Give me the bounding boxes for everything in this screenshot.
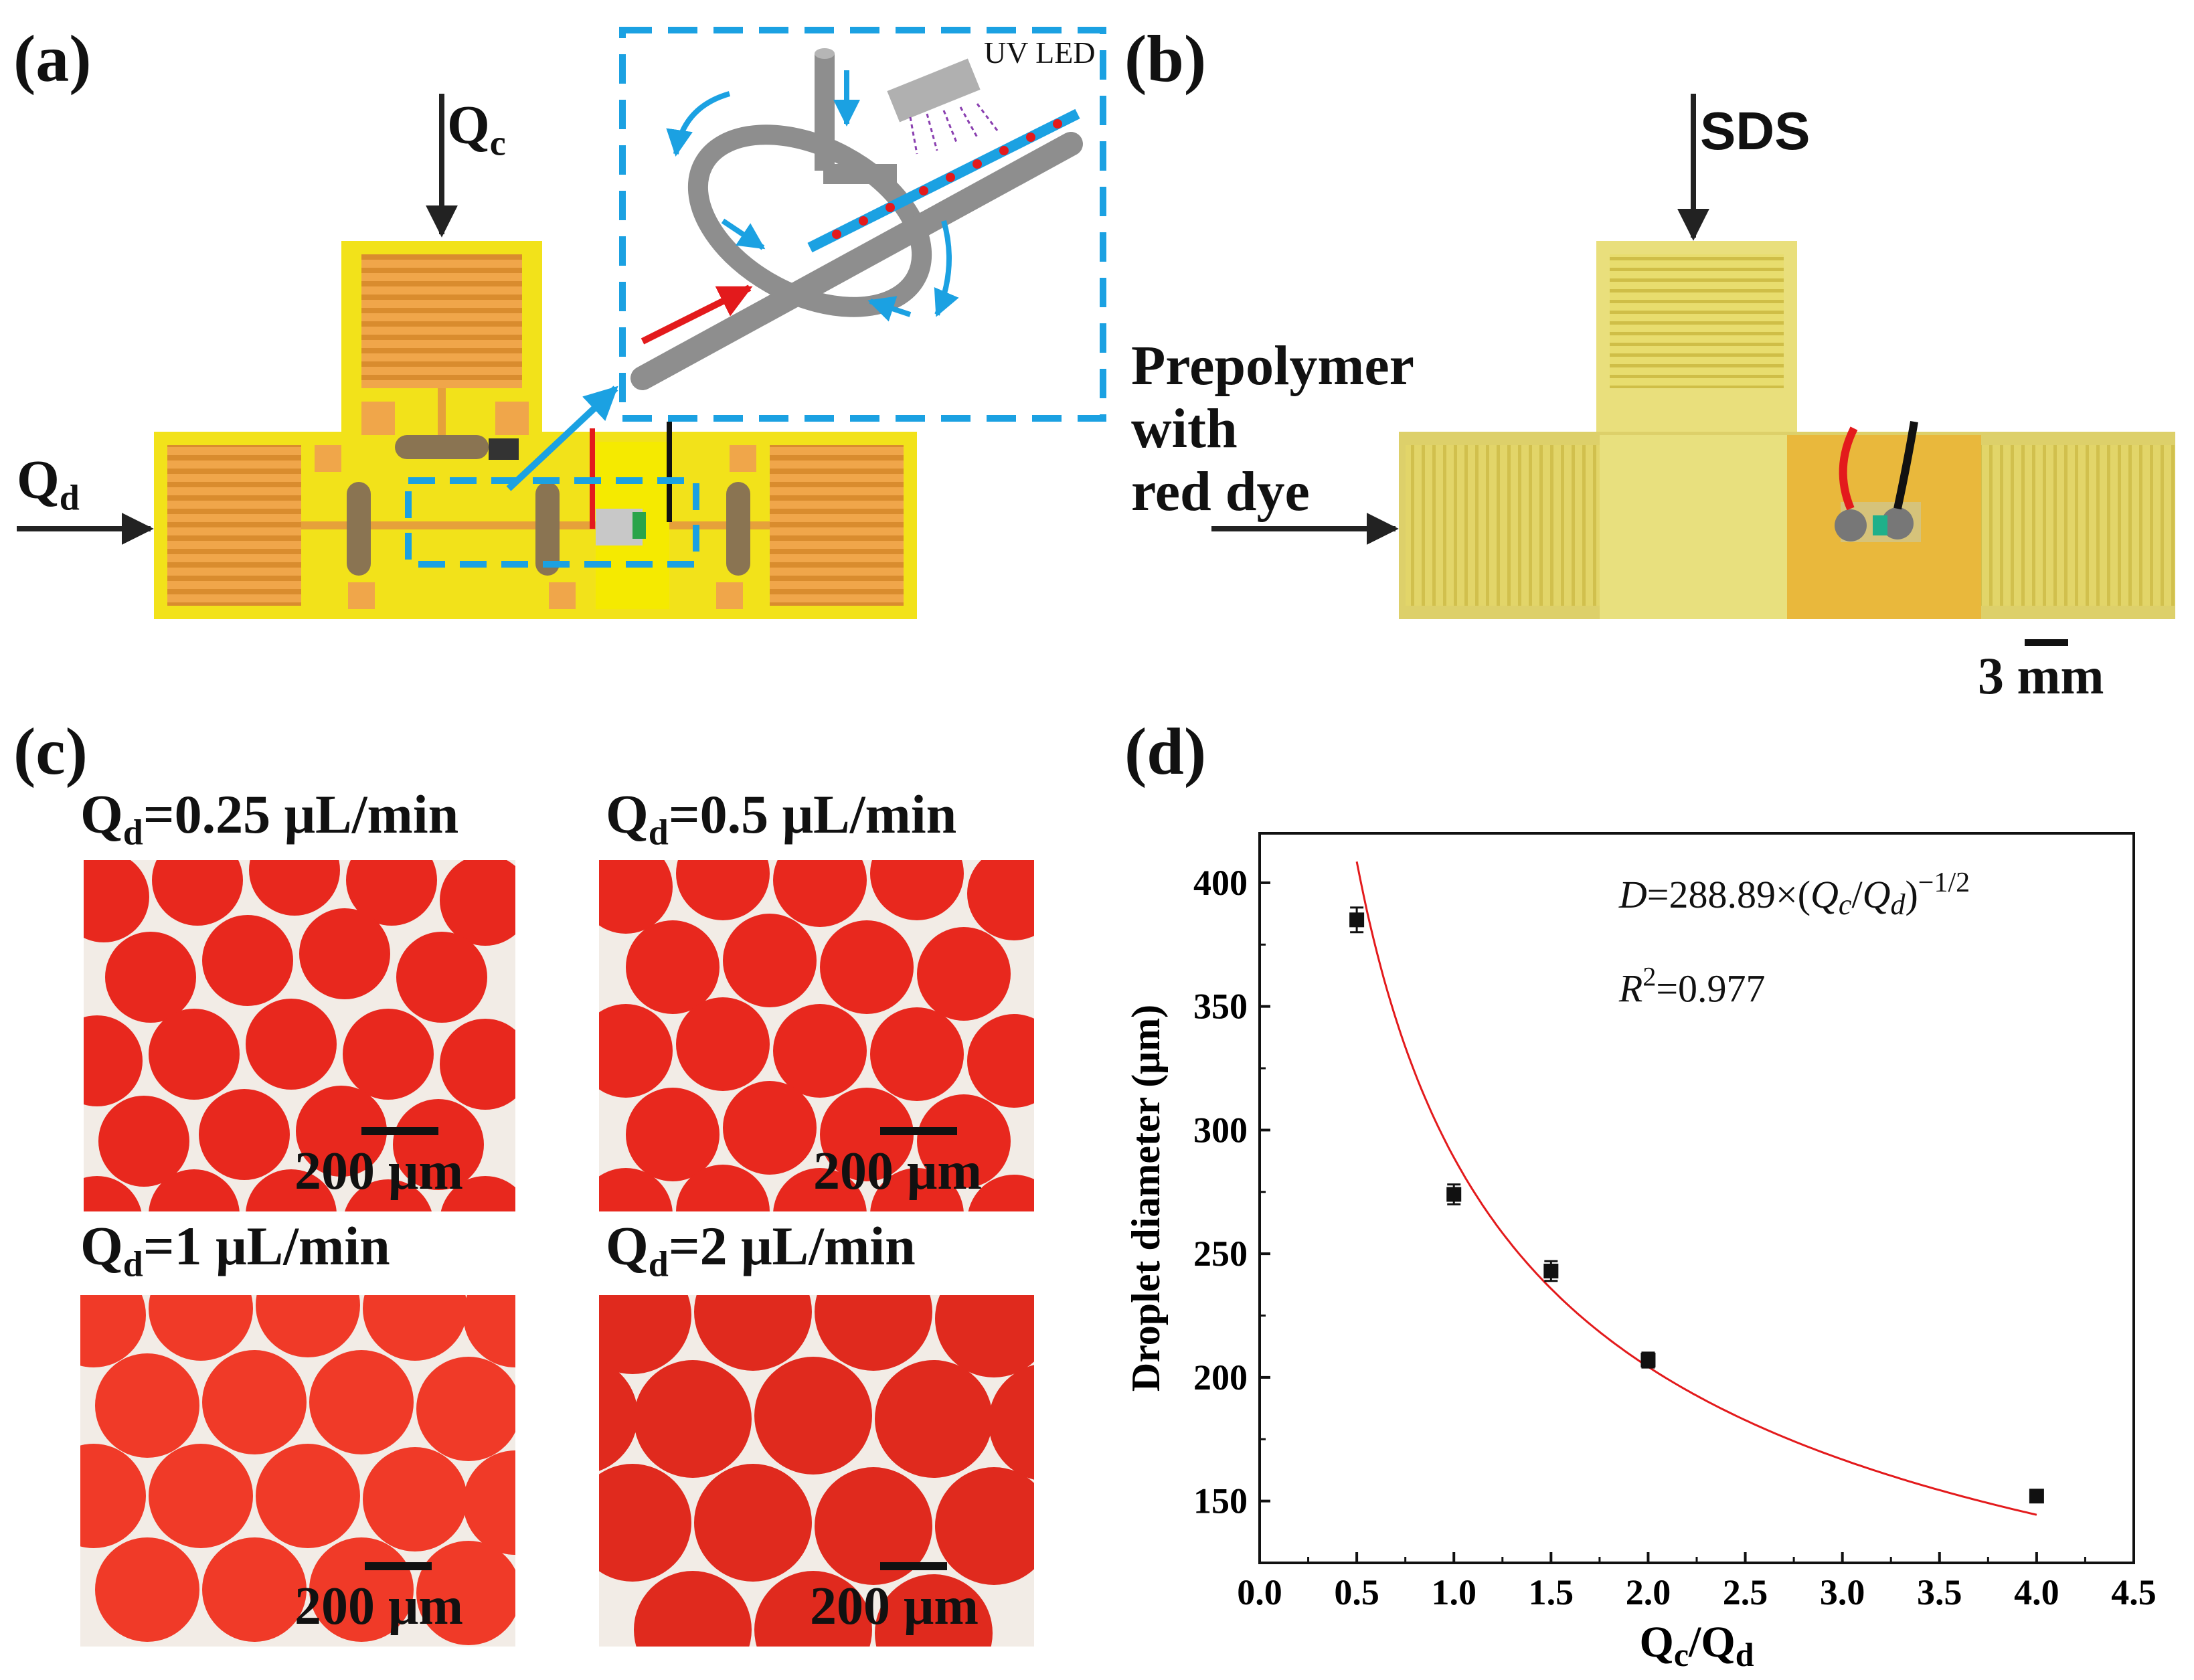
detail-box	[405, 477, 699, 568]
droplets-0.25	[84, 860, 515, 1211]
x-tick-label: 3.0	[1820, 1572, 1865, 1612]
data-point	[1543, 1264, 1559, 1278]
y-tick-label: 250	[1193, 1234, 1248, 1274]
micro-title-2: Qd=0.5 μL/min	[606, 784, 957, 853]
prepolymer-label: Prepolymer with red dye	[1131, 335, 1414, 523]
micro-title-1: Qd=0.25 μL/min	[80, 784, 459, 853]
y-tick-label: 150	[1193, 1481, 1248, 1521]
fit-equation: D=288.89×(Qc/Qd)−1/2	[1618, 867, 1970, 921]
sds-label: SDS	[1700, 101, 1810, 161]
panel-label-d: (d)	[1124, 714, 1207, 788]
micro-title-4: Qd=2 μL/min	[606, 1215, 916, 1284]
plot-frame	[1258, 832, 2135, 1564]
droplets-1	[80, 1295, 515, 1645]
y-axis-label: Droplet diameter (μm)	[1124, 1005, 1168, 1392]
x-tick-label: 0.5	[1334, 1572, 1379, 1612]
x-axis-label: Qc/Qd	[1639, 1618, 1754, 1673]
x-tick-label: 2.0	[1626, 1572, 1671, 1612]
uv-led-label: UV LED	[984, 35, 1096, 70]
droplet-diameter-chart: 0.0 0.5 1.0 1.5 2.0 2.5 3.0 3.5 4.0 4.5 150 200 250…	[1124, 832, 2157, 1673]
fit-curve	[1355, 861, 2037, 1516]
x-tick-label: 3.5	[1917, 1572, 1962, 1612]
x-tick-label: 1.0	[1431, 1572, 1476, 1612]
panel-b-photo	[1211, 94, 2175, 646]
data-point	[1349, 912, 1365, 928]
x-tick-label: 0.0	[1237, 1572, 1282, 1612]
micrograph-0.5: 200 μm	[599, 860, 1034, 1211]
data-point	[1446, 1187, 1462, 1202]
micrograph-0.25: 200 μm	[84, 860, 515, 1211]
micro-title-3: Qd=1 μL/min	[80, 1215, 390, 1284]
panel-a-schematic	[17, 27, 1106, 619]
panel-label-b: (b)	[1124, 21, 1207, 96]
micrograph-1: 200 μm	[80, 1295, 515, 1647]
panel-label-a: (a)	[13, 21, 92, 96]
data-point	[1640, 1353, 1656, 1368]
scale-bar-3mm: 3 mm	[1978, 647, 2104, 705]
r-squared: R2=0.977	[1618, 961, 1766, 1010]
x-tick-label: 4.5	[2111, 1572, 2157, 1612]
droplets-0.5	[599, 860, 1034, 1211]
micro-scale-0.25: 200 μm	[294, 1142, 463, 1201]
panel-label-c: (c)	[13, 714, 88, 788]
y-tick-label: 300	[1193, 1110, 1248, 1150]
x-tick-label: 4.0	[2014, 1572, 2059, 1612]
micrograph-2: 200 μm	[599, 1295, 1034, 1647]
data-point	[2029, 1489, 2044, 1504]
qd-label: Qd	[17, 449, 80, 518]
y-tick-label: 350	[1193, 987, 1248, 1027]
droplets-2	[599, 1295, 1034, 1647]
micro-scale-2: 200 μm	[810, 1577, 979, 1636]
y-tick-label: 400	[1193, 863, 1248, 903]
micro-scale-0.5: 200 μm	[813, 1142, 982, 1201]
x-tick-label: 2.5	[1723, 1572, 1768, 1612]
qc-label: Qc	[447, 94, 506, 163]
y-tick-label: 200	[1193, 1357, 1248, 1398]
x-tick-label: 1.5	[1529, 1572, 1574, 1612]
micro-scale-1: 200 μm	[294, 1577, 463, 1636]
